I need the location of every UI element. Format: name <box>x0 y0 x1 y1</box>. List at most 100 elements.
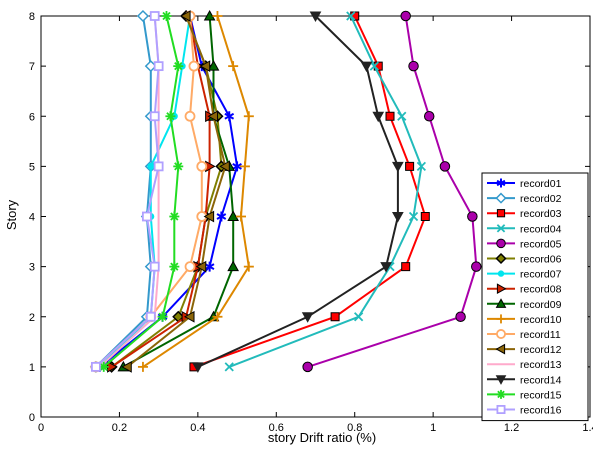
data-point <box>141 211 152 222</box>
data-point <box>408 60 419 72</box>
data-point <box>199 60 211 72</box>
data-point <box>204 261 215 272</box>
data-point <box>157 311 168 322</box>
x-tick-label: 0.2 <box>112 422 127 434</box>
data-point <box>369 61 379 71</box>
legend-marker <box>496 283 507 295</box>
data-point <box>180 10 191 22</box>
legend-marker <box>497 270 505 277</box>
data-point <box>455 311 466 322</box>
legend-entry: record02 <box>487 192 562 205</box>
data-point <box>423 111 435 122</box>
series-line <box>95 15 160 368</box>
data-point <box>145 311 156 322</box>
y-tick-label: 4 <box>29 212 35 224</box>
data-point <box>353 312 364 322</box>
data-point <box>405 161 415 171</box>
legend-entry: record01 <box>487 178 562 190</box>
y-axis-label: Story <box>4 199 19 230</box>
data-point <box>219 160 230 173</box>
data-point <box>232 161 242 172</box>
legend-label: record12 <box>520 344 562 356</box>
series-line <box>95 15 203 368</box>
legend-entry: record06 <box>487 252 562 266</box>
legend-label: record15 <box>520 389 562 401</box>
data-point <box>183 310 195 323</box>
data-point <box>184 110 196 122</box>
data-point <box>400 10 411 22</box>
legend-marker <box>495 192 507 204</box>
series-line <box>126 15 227 368</box>
data-point <box>224 362 234 372</box>
data-point <box>137 361 148 372</box>
data-point <box>330 312 340 322</box>
data-point <box>372 111 385 123</box>
data-point <box>224 111 235 122</box>
series-record15 <box>98 11 184 372</box>
x-tick-label: 1.4 <box>582 422 593 434</box>
y-tick-label: 7 <box>29 61 35 73</box>
series-line <box>103 15 180 368</box>
y-tick-label: 6 <box>29 111 35 123</box>
y-tick-label: 0 <box>29 412 35 424</box>
series-line <box>111 15 211 368</box>
series-record16 <box>91 11 164 372</box>
legend-label: record10 <box>520 314 562 326</box>
series-line <box>307 15 478 368</box>
data-point <box>302 361 313 373</box>
data-point <box>91 361 101 372</box>
legend-marker <box>495 298 507 308</box>
series-line <box>95 15 152 368</box>
legend-label: record03 <box>520 208 562 220</box>
legend-marker <box>496 178 506 188</box>
series-line <box>228 15 423 368</box>
data-point <box>184 261 196 273</box>
legend-marker <box>496 314 506 324</box>
legend-marker <box>496 329 506 339</box>
legend-entry: record12 <box>487 343 562 356</box>
data-point <box>385 111 395 121</box>
series-record10 <box>137 11 254 372</box>
data-point <box>196 160 208 172</box>
data-point <box>401 262 411 272</box>
series-layer <box>89 9 482 373</box>
series-line <box>197 15 399 368</box>
y-tick-label: 8 <box>29 11 35 23</box>
data-point <box>121 361 132 373</box>
data-point <box>392 212 404 223</box>
data-point <box>153 61 164 72</box>
data-point <box>203 9 216 21</box>
legend-entry: record14 <box>487 374 562 386</box>
legend-marker <box>496 224 506 233</box>
legend-label: record14 <box>520 374 562 386</box>
data-point <box>239 161 250 172</box>
data-point <box>169 261 180 272</box>
data-point <box>301 312 314 323</box>
x-tick-label: 0 <box>38 422 44 434</box>
legend-entry: record03 <box>487 208 562 220</box>
legend-label: record01 <box>520 178 562 190</box>
x-tick-label: 1.2 <box>504 422 519 434</box>
data-point <box>149 261 160 272</box>
data-point <box>173 61 184 72</box>
y-tick-label: 5 <box>29 161 35 173</box>
data-point <box>235 211 246 222</box>
data-point <box>203 210 215 223</box>
data-point <box>420 212 430 221</box>
x-tick-label: 0.6 <box>269 422 284 434</box>
legend-marker <box>496 404 506 414</box>
series-record04 <box>224 11 427 372</box>
legend-entry: record07 <box>487 269 562 281</box>
data-point <box>392 161 404 173</box>
data-point <box>471 261 482 272</box>
x-tick-label: 0.4 <box>190 422 205 434</box>
legend-entry: record16 <box>487 405 562 417</box>
legend-entry: record13 <box>487 359 562 371</box>
legend-entry: record08 <box>487 283 562 296</box>
legend-label: record16 <box>520 405 562 417</box>
legend-entry: record11 <box>487 329 561 341</box>
data-point <box>309 11 322 23</box>
legend-label: record02 <box>520 193 562 205</box>
legend-label: record09 <box>520 299 562 311</box>
